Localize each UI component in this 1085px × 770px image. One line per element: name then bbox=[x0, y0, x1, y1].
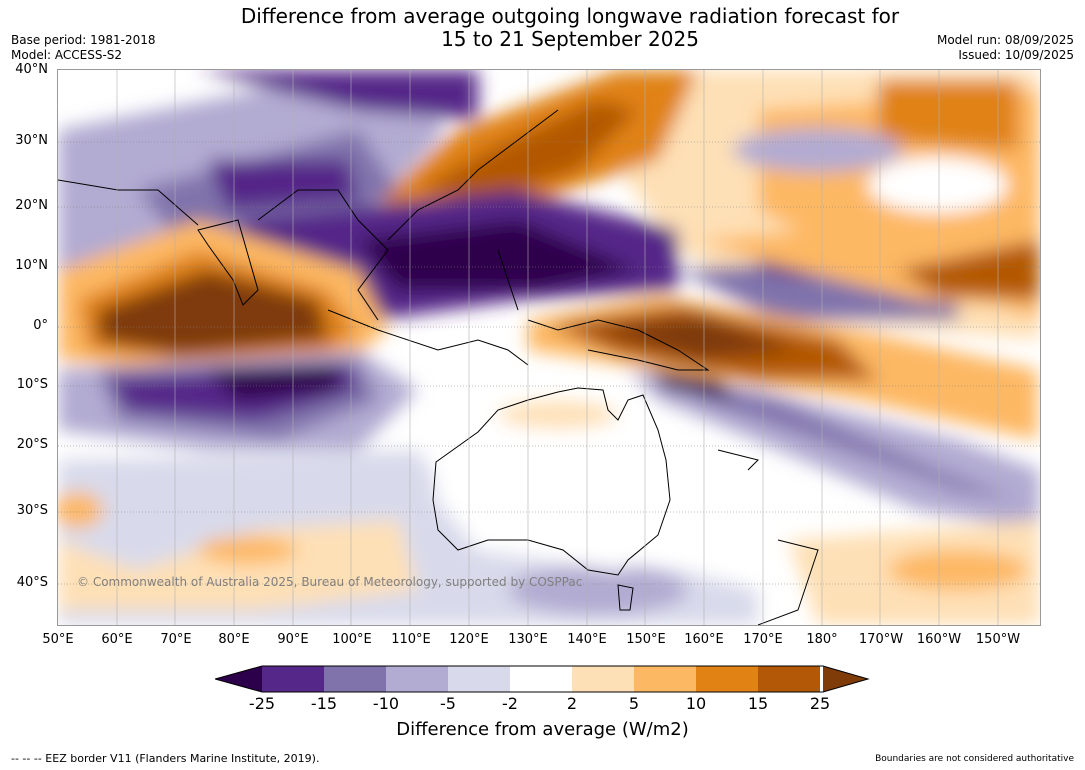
eez-footnote: -- -- -- EEZ border V11 (Flanders Marine… bbox=[11, 752, 320, 765]
map-panel bbox=[57, 69, 1041, 626]
map-title-line2: 15 to 21 September 2025 bbox=[441, 27, 699, 51]
lat-label-0: 0° bbox=[33, 318, 48, 333]
colorbar-swatch bbox=[510, 666, 572, 692]
lon-label-50e: 50°E bbox=[42, 632, 74, 647]
colorbar-label: Difference from average (W/m2) bbox=[396, 719, 689, 740]
colorbar-tick: -25 bbox=[248, 694, 276, 713]
copyright-note: © Commonwealth of Australia 2025, Bureau… bbox=[77, 575, 583, 589]
lon-label-130e: 130°E bbox=[508, 632, 548, 647]
model-run: Model run: 08/09/2025 bbox=[936, 33, 1074, 47]
colorbar-swatch bbox=[758, 666, 820, 692]
lat-label-10n: 10°N bbox=[15, 258, 48, 273]
lat-label-10s: 10°S bbox=[16, 377, 48, 392]
lon-label-150e: 150°E bbox=[626, 632, 666, 647]
model-name: Model: ACCESS-S2 bbox=[11, 48, 123, 62]
colorbar-tick: -15 bbox=[310, 694, 338, 713]
lat-label-30n: 30°N bbox=[15, 133, 48, 148]
base-period: Base period: 1981-2018 bbox=[11, 33, 156, 47]
colorbar-tick: 5 bbox=[628, 694, 640, 713]
colorbar-tick: 10 bbox=[685, 694, 707, 713]
colorbar-tick: 15 bbox=[747, 694, 769, 713]
coastlines bbox=[58, 109, 819, 625]
colorbar-swatch bbox=[634, 666, 696, 692]
colorbar-tick: -10 bbox=[372, 694, 400, 713]
colorbar-swatch bbox=[572, 666, 634, 692]
meta-right: Model run: 08/09/2025 Issued: 10/09/2025 bbox=[937, 33, 1074, 63]
lon-label-160e: 160°E bbox=[684, 632, 724, 647]
lat-label-20n: 20°N bbox=[15, 198, 48, 213]
lon-label-60e: 60°E bbox=[101, 632, 133, 647]
lon-label-170w: 170°W bbox=[858, 632, 904, 647]
lon-label-150w: 150°W bbox=[975, 632, 1021, 647]
anomaly-field bbox=[58, 70, 1040, 625]
lon-label-110e: 110°E bbox=[391, 632, 431, 647]
lon-label-100e: 100°E bbox=[332, 632, 372, 647]
lon-label-160w: 160°W bbox=[916, 632, 962, 647]
meridians bbox=[116, 70, 999, 625]
colorbar-extend-high bbox=[823, 666, 868, 692]
colorbar-tick: -2 bbox=[502, 694, 518, 713]
lon-label-90e: 90°E bbox=[277, 632, 309, 647]
colorbar-extend-low bbox=[215, 666, 262, 692]
colorbar-tick: 2 bbox=[566, 694, 578, 713]
colorbar-swatch bbox=[448, 666, 510, 692]
olr-anomaly-map bbox=[58, 70, 1040, 625]
issued-date: Issued: 10/09/2025 bbox=[958, 48, 1074, 62]
colorbar-swatch bbox=[324, 666, 386, 692]
colorbar-swatch bbox=[696, 666, 758, 692]
lat-label-40s: 40°S bbox=[16, 575, 48, 590]
colorbar-swatch bbox=[386, 666, 448, 692]
lon-label-170e: 170°E bbox=[743, 632, 783, 647]
lon-label-180: 180° bbox=[806, 632, 838, 647]
meta-left: Base period: 1981-2018 Model: ACCESS-S2 bbox=[11, 33, 156, 63]
lat-label-20s: 20°S bbox=[16, 437, 48, 452]
lat-label-40n: 40°N bbox=[15, 62, 48, 77]
boundary-disclaimer: Boundaries are not considered authoritat… bbox=[875, 754, 1074, 764]
colorbar bbox=[215, 665, 870, 693]
colorbar-tick: -5 bbox=[440, 694, 456, 713]
lon-label-120e: 120°E bbox=[449, 632, 489, 647]
lon-label-70e: 70°E bbox=[160, 632, 192, 647]
lat-label-30s: 30°S bbox=[16, 503, 48, 518]
lon-label-80e: 80°E bbox=[218, 632, 250, 647]
lon-label-140e: 140°E bbox=[567, 632, 607, 647]
map-title-line1: Difference from average outgoing longwav… bbox=[240, 4, 900, 28]
colorbar-swatch bbox=[262, 666, 324, 692]
colorbar-tick: 25 bbox=[809, 694, 831, 713]
